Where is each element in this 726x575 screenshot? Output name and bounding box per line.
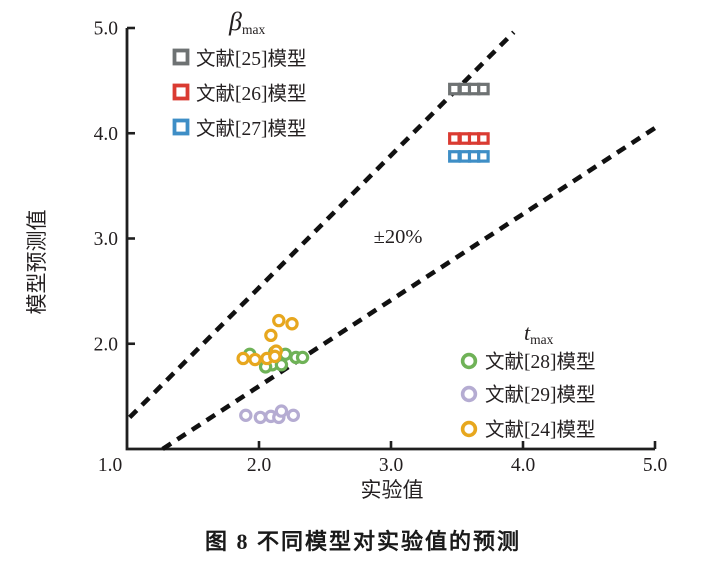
legend-label-ref29: 文献[29]模型 xyxy=(485,384,596,406)
legend-t-title: tmax xyxy=(524,320,554,347)
data-point-square xyxy=(477,132,490,145)
axis-spine xyxy=(125,28,655,451)
data-point-circle xyxy=(285,317,299,331)
data-point-circle xyxy=(295,350,310,365)
data-point-circle xyxy=(264,328,278,343)
y-axis-title: 模型预测值 xyxy=(25,210,49,315)
legend-marker-ref24-circle xyxy=(460,420,478,438)
data-point-circle xyxy=(253,410,268,425)
data-point-square xyxy=(448,132,461,145)
reference-line-dashed xyxy=(128,30,516,420)
scatter-chart: 1.0 2.0 3.0 4.0 5.0 2.0 3.0 4.0 5.0 实验值 模型预测值 ±2… xyxy=(25,7,668,502)
y-tick-label: 3.0 xyxy=(94,229,118,250)
data-point-circle xyxy=(274,404,289,418)
x-tick-label: 3.0 xyxy=(379,455,403,476)
data-point-square xyxy=(448,82,461,96)
legend-marker-ref26-square xyxy=(172,83,190,101)
data-point-square xyxy=(477,82,490,96)
data-point-circle xyxy=(268,349,282,364)
legend-beta-max: βmax 文献[25]模型 文献[26]模型 文献[27]模型 xyxy=(172,7,307,140)
legend-label-ref24: 文献[24]模型 xyxy=(485,419,596,441)
data-points-layer xyxy=(236,82,490,425)
y-tick-label: 5.0 xyxy=(94,19,118,40)
data-point-circle xyxy=(274,358,289,372)
axes-layer: 1.0 2.0 3.0 4.0 5.0 2.0 3.0 4.0 5.0 xyxy=(94,19,668,477)
reference-lines-layer xyxy=(128,30,657,451)
y-tick-label: 2.0 xyxy=(94,334,118,355)
data-point-circle xyxy=(272,313,286,328)
x-tick-label: 1.0 xyxy=(98,455,122,476)
legend-t-max: tmax 文献[28]模型 文献[29]模型 文献[24]模型 xyxy=(460,320,596,441)
legend-marker-ref27-square xyxy=(172,118,190,136)
x-tick-label: 4.0 xyxy=(511,455,535,476)
data-point-circle xyxy=(239,408,253,423)
legend-marker-ref29-circle xyxy=(460,385,478,403)
y-tick-label: 4.0 xyxy=(94,124,118,145)
data-point-circle xyxy=(236,351,250,366)
data-point-circle xyxy=(248,352,262,367)
x-axis-title: 实验值 xyxy=(361,478,424,502)
legend-label-ref28: 文献[28]模型 xyxy=(485,351,596,373)
tolerance-annotation: ±20% xyxy=(374,226,423,248)
legend-label-ref26: 文献[26]模型 xyxy=(196,83,307,105)
legend-beta-title: βmax xyxy=(228,7,265,37)
x-tick-label: 2.0 xyxy=(247,455,271,476)
figure-caption: 图 8 不同模型对实验值的预测 xyxy=(204,529,521,554)
x-tick-label: 5.0 xyxy=(643,455,667,476)
legend-marker-ref28-circle xyxy=(460,352,478,370)
data-point-circle xyxy=(286,408,301,423)
legend-marker-ref25-square xyxy=(172,48,190,66)
data-point-square xyxy=(448,150,461,163)
legend-label-ref25: 文献[25]模型 xyxy=(196,48,307,70)
data-point-square xyxy=(477,150,490,163)
legend-label-ref27: 文献[27]模型 xyxy=(196,118,307,140)
